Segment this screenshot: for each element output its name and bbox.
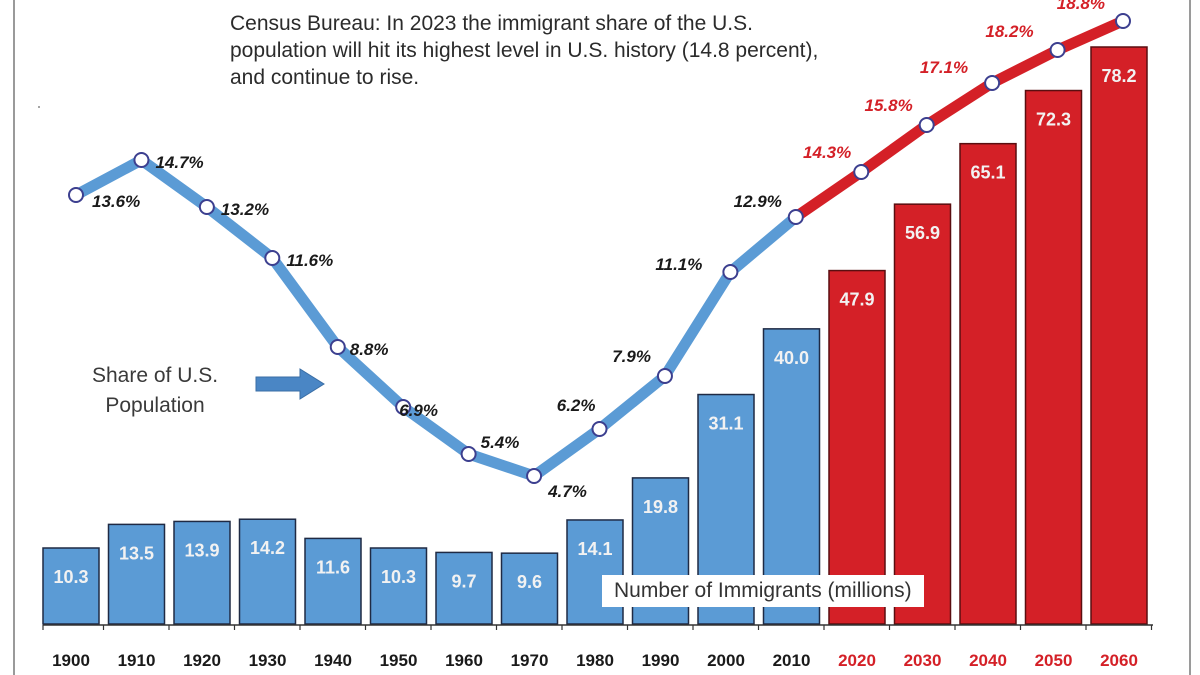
bar-1900 — [42, 547, 100, 625]
census-annotation: Census Bureau: In 2023 the immigrant sha… — [230, 12, 819, 89]
x-tick-label-1970: 1970 — [511, 651, 549, 670]
bar-1930 — [238, 518, 297, 625]
bar-value-label: 65.1 — [970, 163, 1005, 183]
x-tick-label-2000: 2000 — [707, 651, 745, 670]
x-tick-label-1980: 1980 — [576, 651, 614, 670]
x-tick-label-1940: 1940 — [314, 651, 352, 670]
share-label-2060: 18.8% — [1057, 0, 1105, 13]
share-point-1920 — [198, 199, 215, 215]
bar-value-label: 14.2 — [250, 538, 285, 558]
x-tick-label-2010: 2010 — [773, 651, 811, 670]
stray-dot — [38, 106, 40, 108]
share-label-2040: 17.1% — [920, 58, 968, 77]
bar-2020 — [828, 269, 886, 625]
share-point-1980 — [591, 421, 608, 437]
share-label-1900: 13.6% — [92, 192, 140, 211]
x-tick-label-1990: 1990 — [642, 651, 680, 670]
share-label-1930: 11.6% — [286, 251, 333, 270]
legend-share-line1: Share of U.S. — [91, 364, 219, 387]
bar-value-label: 10.3 — [381, 567, 416, 587]
legend-share-line2: Population — [105, 394, 205, 417]
legend-arrow-icon — [255, 368, 325, 400]
bar-value-label: 13.5 — [119, 543, 154, 563]
share-point-2050 — [1049, 42, 1066, 58]
legend-share-label: Share of U.S. Population — [60, 361, 250, 421]
bar-1970 — [500, 552, 559, 625]
share-label-2050: 18.2% — [985, 22, 1033, 41]
bar-1940 — [304, 537, 362, 625]
bar-2060 — [1090, 46, 1148, 625]
bar-value-label: 19.8 — [643, 497, 678, 517]
bar-value-label: 47.9 — [839, 290, 874, 310]
share-point-1990 — [656, 368, 673, 384]
bar-value-label: 78.2 — [1101, 66, 1136, 86]
bar-value-label: 31.1 — [708, 414, 743, 434]
share-line-historical — [70, 154, 802, 482]
bar-1980 — [566, 519, 624, 625]
share-label-1970: 4.7% — [547, 482, 587, 501]
share-point-1970 — [526, 468, 543, 484]
share-label-1950: 6.9% — [399, 401, 438, 420]
bar-value-label: 10.3 — [53, 567, 88, 587]
bar-1920 — [173, 520, 231, 625]
share-point-2040 — [984, 75, 1001, 91]
share-label-1990: 7.9% — [612, 347, 651, 366]
share-point-1930 — [264, 250, 281, 266]
x-tick-label-2040: 2040 — [969, 651, 1007, 670]
bar-value-label: 9.7 — [451, 571, 476, 591]
share-line-projected — [790, 15, 1129, 223]
x-tick-label-1900: 1900 — [52, 651, 90, 670]
bar-value-label: 72.3 — [1036, 110, 1071, 130]
bar-value-label: 11.6 — [316, 557, 350, 577]
x-tick-label-1910: 1910 — [118, 651, 156, 670]
legend-count-label: Number of Immigrants (millions) — [602, 575, 924, 607]
x-tick-label-1920: 1920 — [183, 651, 221, 670]
share-point-1910 — [133, 152, 150, 168]
bar-1960 — [435, 551, 493, 625]
share-label-1960: 5.4% — [481, 433, 520, 452]
share-point-2030 — [918, 117, 935, 133]
share-point-1940 — [329, 339, 346, 355]
share-point-2010 — [787, 209, 804, 225]
bars-layer: 10.3 13.5 13.9 14.2 11.6 10.3 9.7 9.6 14.1 19.8 31… — [42, 46, 1148, 625]
bar-value-label: 13.9 — [184, 540, 219, 560]
share-label-2010: 12.9% — [734, 192, 782, 211]
x-tick-label-2050: 2050 — [1035, 651, 1073, 670]
bar-1910 — [107, 523, 166, 625]
bar-2050 — [1024, 89, 1083, 625]
share-line-layer: 13.6% 14.7% 13.2% 11.6% 8.8% 6.9% 5.4% 4.7% 6.2%… — [68, 0, 1131, 501]
share-point-1960 — [460, 446, 477, 462]
share-label-2020: 14.3% — [803, 143, 851, 162]
bar-1950 — [369, 547, 428, 625]
share-point-1950 — [395, 399, 412, 415]
x-tick-label-1930: 1930 — [249, 651, 287, 670]
share-point-2020 — [853, 164, 870, 180]
x-tick-label-2030: 2030 — [904, 651, 942, 670]
bar-value-label: 14.1 — [577, 539, 612, 559]
right-border — [1189, 0, 1191, 675]
share-point-2060 — [1115, 13, 1131, 29]
x-tick-label-1950: 1950 — [380, 651, 418, 670]
bar-2030 — [893, 203, 952, 625]
x-tick-label-2060: 2060 — [1100, 651, 1138, 670]
x-tick-label-1960: 1960 — [445, 651, 483, 670]
share-point-2000 — [722, 264, 739, 280]
x-axis: 1900 1910 1920 1930 1940 1950 1960 1970 1980 1990… — [42, 624, 1153, 670]
bar-value-label: 9.6 — [517, 572, 542, 592]
share-label-2030: 15.8% — [864, 96, 912, 115]
left-border — [13, 0, 15, 675]
share-label-1980: 6.2% — [557, 396, 596, 415]
share-label-1920: 13.2% — [221, 200, 269, 219]
bar-2040 — [959, 142, 1017, 625]
bar-value-label: 40.0 — [774, 348, 809, 368]
bar-value-label: 56.9 — [905, 223, 940, 243]
share-label-1940: 8.8% — [350, 340, 389, 359]
bar-2010 — [762, 328, 821, 625]
share-label-1910: 14.7% — [155, 153, 203, 172]
share-point-1900 — [68, 187, 84, 203]
x-tick-label-2020: 2020 — [838, 651, 876, 670]
share-label-2000: 11.1% — [655, 255, 702, 274]
